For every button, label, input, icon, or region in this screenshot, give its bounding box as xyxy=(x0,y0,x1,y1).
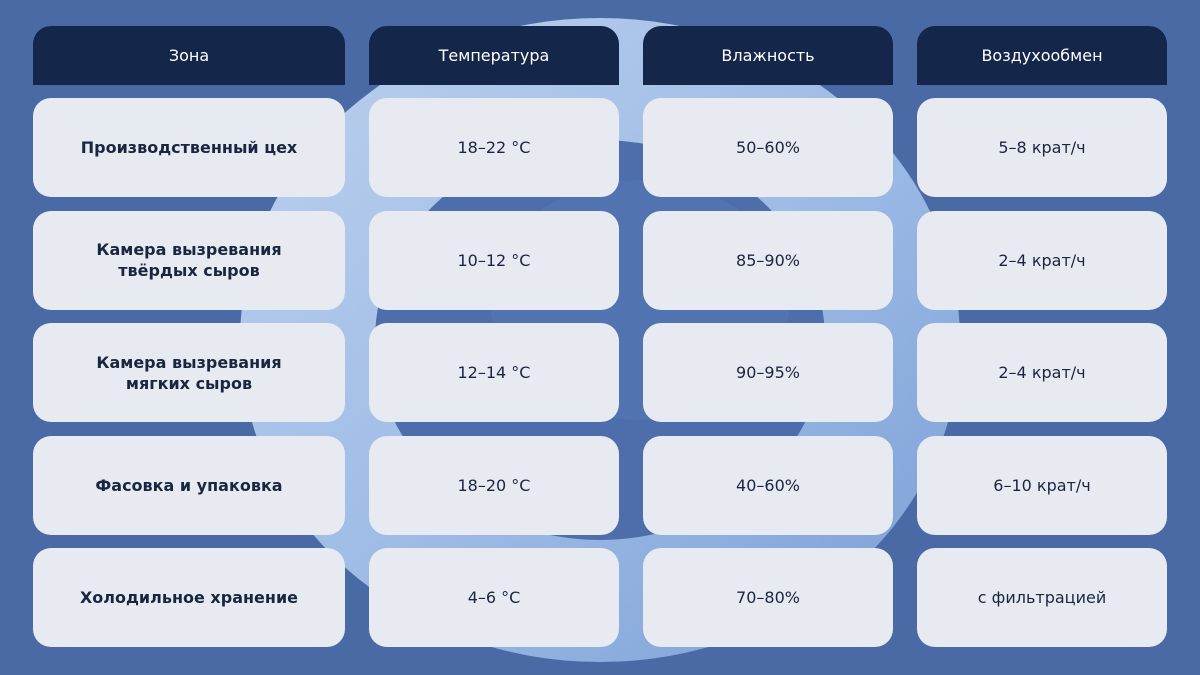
row-5-zone: Холодильное хранение xyxy=(33,548,345,647)
row-3-zone: Камера вызревания мягких сыров xyxy=(33,323,345,422)
row-3-humidity: 90–95% xyxy=(643,323,893,422)
row-5-humidity: 70–80% xyxy=(643,548,893,647)
header-air-exchange: Воздухообмен xyxy=(917,26,1167,85)
row-2-zone: Камера вызревания твёрдых сыров xyxy=(33,210,345,310)
row-4-air-exchange: 6–10 крат/ч xyxy=(917,435,1167,535)
row-1-air-exchange: 5–8 крат/ч xyxy=(917,98,1167,197)
row-1-zone: Производственный цех xyxy=(33,98,345,197)
header-temperature: Температура xyxy=(369,26,619,85)
row-3-air-exchange: 2–4 крат/ч xyxy=(917,323,1167,422)
row-2-humidity: 85–90% xyxy=(643,210,893,310)
row-2-air-exchange: 2–4 крат/ч xyxy=(917,210,1167,310)
row-4-zone: Фасовка и упаковка xyxy=(33,435,345,535)
row-1-temperature: 18–22 °C xyxy=(369,98,619,197)
row-2-temperature: 10–12 °C xyxy=(369,210,619,310)
climate-table: Зона Температура Влажность Воздухообмен … xyxy=(33,26,1167,661)
header-humidity: Влажность xyxy=(643,26,893,85)
row-1-humidity: 50–60% xyxy=(643,98,893,197)
row-4-humidity: 40–60% xyxy=(643,435,893,535)
row-4-temperature: 18–20 °C xyxy=(369,435,619,535)
row-5-temperature: 4–6 °C xyxy=(369,548,619,647)
row-3-temperature: 12–14 °C xyxy=(369,323,619,422)
row-5-air-exchange: с фильтрацией xyxy=(917,548,1167,647)
header-zone: Зона xyxy=(33,26,345,85)
